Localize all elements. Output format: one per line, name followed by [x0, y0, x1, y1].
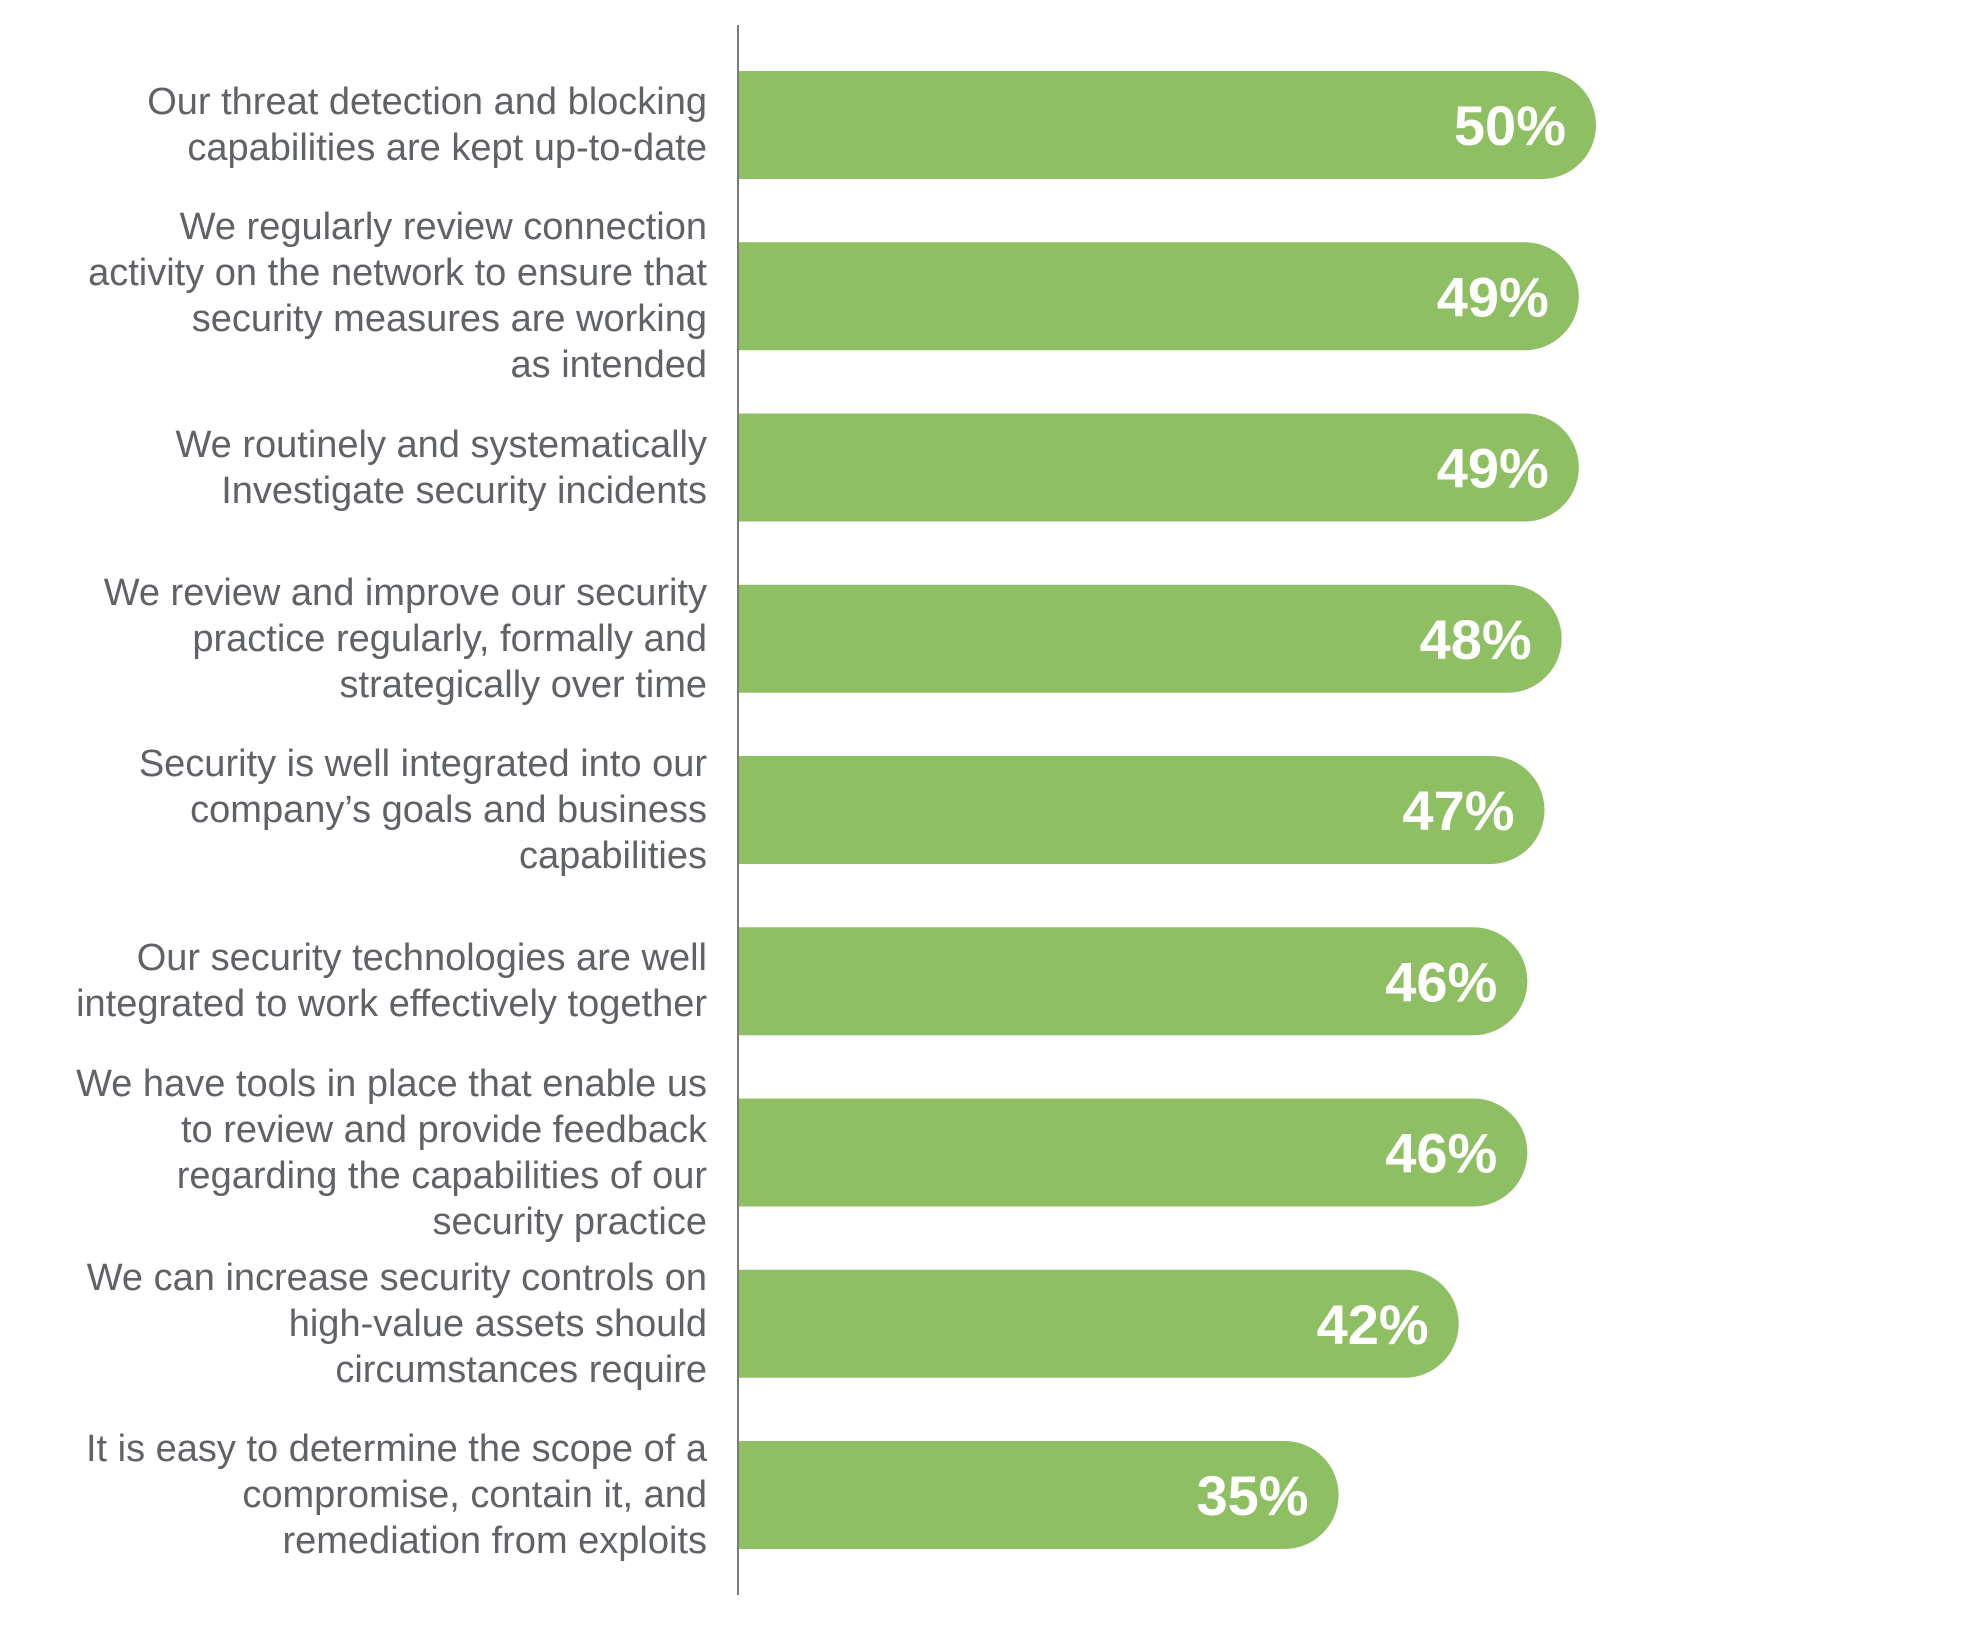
category-label-line: strategically over time [339, 663, 707, 706]
value-label-3: 49% [1437, 437, 1549, 500]
value-label-2: 49% [1437, 265, 1549, 328]
bar-1 [738, 71, 1596, 179]
category-label-line: as intended [510, 344, 708, 387]
category-label-line: It is easy to determine the scope of a [85, 1428, 707, 1470]
category-label-5: Security is well integrated into our comp… [7, 741, 707, 879]
value-label-8: 42% [1317, 1293, 1429, 1356]
category-label-6: Our security technologies are well integr… [7, 935, 707, 1027]
category-label-line: company’s goals and business [190, 789, 707, 831]
category-label-line: to review and provide feedback [181, 1108, 707, 1151]
category-label-line: activity on the network to ensure that [88, 252, 707, 295]
category-label-line: integrated to work effectively together [76, 983, 707, 1026]
category-label-line: Our security technologies are well [136, 937, 707, 980]
category-label-7: We have tools in place that enable us to … [7, 1061, 707, 1245]
value-label-4: 48% [1420, 608, 1532, 671]
category-label-line: circumstances require [335, 1348, 707, 1391]
value-label-1: 50% [1454, 94, 1566, 157]
category-label-line: Our threat detection and blocking [147, 81, 707, 123]
bar-4 [738, 584, 1562, 693]
bar-2 [738, 242, 1579, 351]
category-label-line: We review and improve our security [103, 571, 707, 614]
category-label-3: We routinely and systematically Investiga… [7, 422, 707, 514]
category-label-line: security practice [432, 1200, 707, 1243]
bar-8 [738, 1269, 1459, 1378]
category-label-line: remediation from exploits [282, 1520, 707, 1562]
category-label-line: We have tools in place that enable us [76, 1062, 707, 1105]
category-label-line: capabilities [519, 835, 707, 877]
category-label-2: We regularly review connection activity o… [7, 204, 707, 388]
category-label-8: We can increase security controls on high… [7, 1255, 707, 1393]
bar-5 [738, 756, 1545, 864]
category-label-9: It is easy to determine the scope of a co… [7, 1426, 707, 1564]
category-label-line: regarding the capabilities of our [176, 1154, 707, 1197]
category-label-line: security measures are working [191, 298, 707, 341]
bar-7 [738, 1098, 1528, 1207]
value-label-7: 46% [1385, 1122, 1497, 1185]
category-label-line: capabilities are kept up-to-date [187, 127, 707, 169]
category-label-line: Security is well integrated into our [138, 743, 707, 785]
category-label-line: high-value assets should [288, 1302, 707, 1345]
category-label-4: We review and improve our security practi… [7, 570, 707, 708]
bar-3 [738, 413, 1579, 522]
category-label-line: compromise, contain it, and [242, 1474, 707, 1516]
category-label-line: We regularly review connection [179, 206, 707, 249]
bar-6 [738, 927, 1528, 1036]
bar-9 [738, 1441, 1339, 1549]
category-label-line: We can increase security controls on [86, 1256, 707, 1299]
value-label-6: 46% [1385, 950, 1497, 1013]
category-label-line: Investigate security incidents [221, 469, 707, 512]
category-label-line: practice regularly, formally and [192, 617, 707, 660]
category-label-1: Our threat detection and blocking capabil… [7, 79, 707, 171]
value-label-9: 35% [1197, 1464, 1309, 1527]
value-label-5: 47% [1402, 779, 1514, 842]
category-label-line: We routinely and systematically [175, 423, 707, 466]
